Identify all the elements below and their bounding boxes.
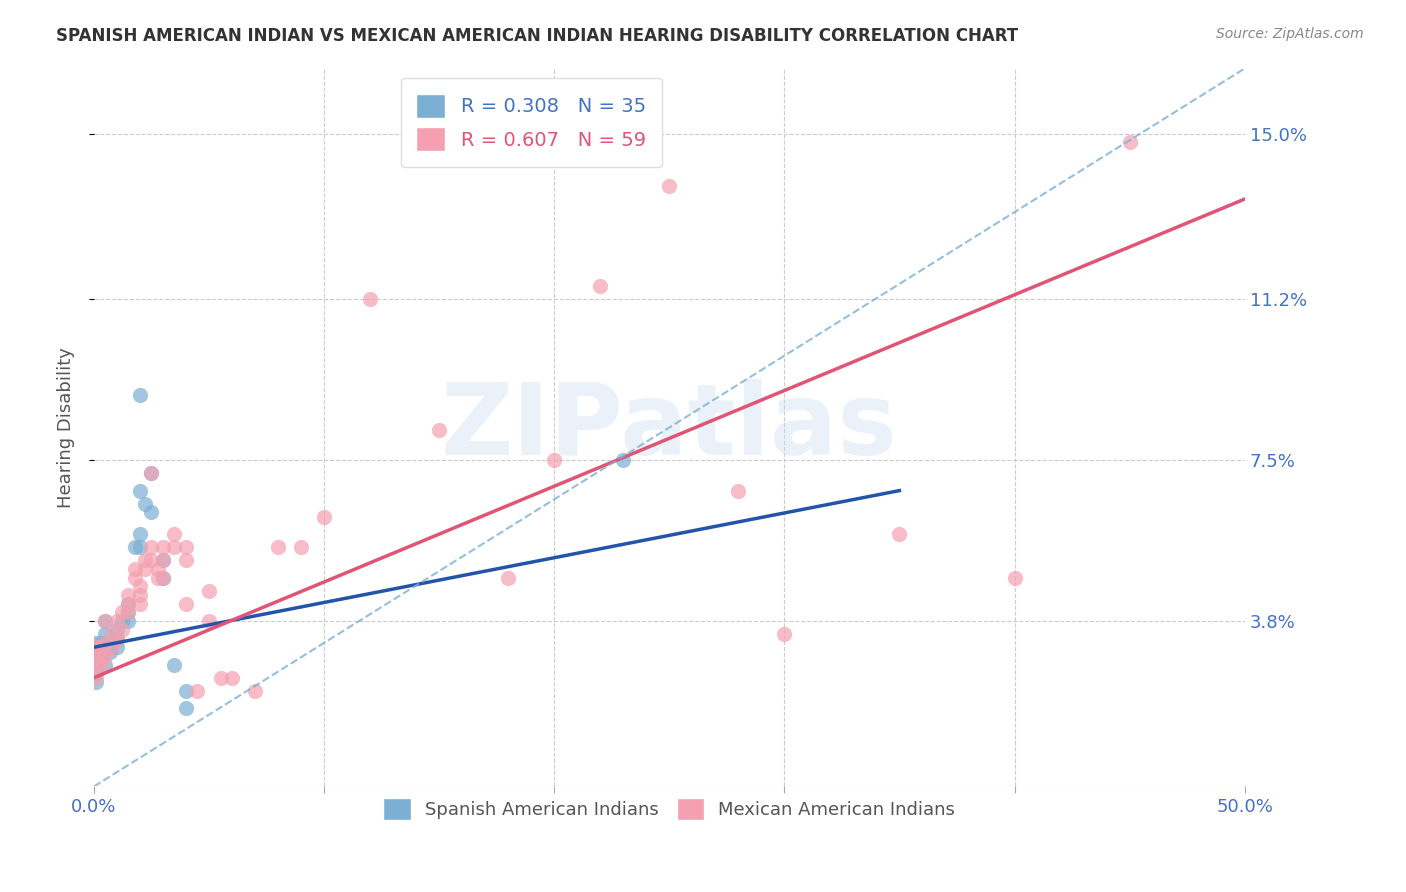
Point (84, 657, 107, 672)
Legend: Spanish American Indians, Mexican American Indians: Spanish American Indians, Mexican Americ… (368, 784, 970, 835)
Point (209, 671, 232, 685)
Point (290, 540, 312, 554)
Point (129, 588, 152, 602)
Point (1118, 136, 1140, 150)
Point (117, 614, 139, 628)
Point (84, 636, 107, 650)
Point (84, 671, 107, 685)
Point (174, 540, 197, 554)
Point (110, 623, 132, 637)
Point (612, 453, 634, 467)
Point (129, 527, 152, 541)
Point (134, 497, 156, 511)
Point (243, 683, 266, 698)
Point (186, 683, 208, 698)
Point (141, 466, 163, 480)
Point (129, 597, 152, 611)
Text: ZIPatlas: ZIPatlas (441, 379, 897, 476)
Point (98, 644, 121, 658)
Point (589, 279, 612, 293)
Point (163, 657, 186, 672)
Point (105, 632, 128, 646)
Point (152, 571, 174, 585)
Point (101, 627, 124, 641)
Point (312, 509, 335, 524)
Point (174, 553, 197, 567)
Point (90, 640, 112, 655)
Point (94, 636, 117, 650)
Point (90, 648, 112, 663)
Point (94, 657, 117, 672)
Point (105, 614, 128, 628)
Point (198, 583, 221, 598)
Point (124, 540, 146, 554)
Point (105, 640, 128, 655)
Point (174, 701, 197, 715)
Point (889, 527, 911, 541)
Point (148, 571, 170, 585)
Point (117, 597, 139, 611)
Y-axis label: Hearing Disability: Hearing Disability (58, 347, 75, 508)
Point (129, 483, 152, 498)
Point (152, 571, 174, 585)
Point (129, 388, 152, 402)
Point (110, 614, 132, 628)
Point (152, 553, 174, 567)
Point (110, 606, 132, 620)
Point (198, 614, 221, 628)
Point (152, 540, 174, 554)
Text: Source: ZipAtlas.com: Source: ZipAtlas.com (1216, 27, 1364, 41)
Point (221, 671, 243, 685)
Point (90, 640, 112, 655)
Point (141, 505, 163, 519)
Point (90, 657, 112, 672)
Point (84, 640, 107, 655)
Point (129, 540, 152, 554)
Point (124, 562, 146, 576)
Point (141, 553, 163, 567)
Point (90, 636, 112, 650)
Point (727, 483, 749, 498)
Point (94, 636, 117, 650)
Point (101, 640, 124, 655)
Point (94, 614, 117, 628)
Point (134, 562, 156, 576)
Point (174, 683, 197, 698)
Point (267, 540, 290, 554)
Point (124, 571, 146, 585)
Point (141, 540, 163, 554)
Point (117, 606, 139, 620)
Point (141, 466, 163, 480)
Point (98, 640, 121, 655)
Point (496, 571, 519, 585)
Point (163, 527, 186, 541)
Point (84, 648, 107, 663)
Point (84, 675, 107, 690)
Point (117, 597, 139, 611)
Point (105, 632, 128, 646)
Point (134, 553, 156, 567)
Point (117, 588, 139, 602)
Point (94, 627, 117, 641)
Point (90, 648, 112, 663)
Point (84, 648, 107, 663)
Point (543, 453, 565, 467)
Point (84, 657, 107, 672)
Point (148, 562, 170, 576)
Point (117, 606, 139, 620)
Point (1004, 571, 1026, 585)
Point (94, 614, 117, 628)
Point (152, 553, 174, 567)
Point (773, 627, 796, 641)
Point (658, 179, 681, 194)
Text: SPANISH AMERICAN INDIAN VS MEXICAN AMERICAN INDIAN HEARING DISABILITY CORRELATIO: SPANISH AMERICAN INDIAN VS MEXICAN AMERI… (56, 27, 1018, 45)
Point (105, 623, 128, 637)
Point (129, 579, 152, 593)
Point (163, 540, 186, 554)
Point (427, 423, 450, 437)
Point (359, 292, 381, 306)
Point (84, 666, 107, 681)
Point (174, 597, 197, 611)
Point (94, 648, 117, 663)
